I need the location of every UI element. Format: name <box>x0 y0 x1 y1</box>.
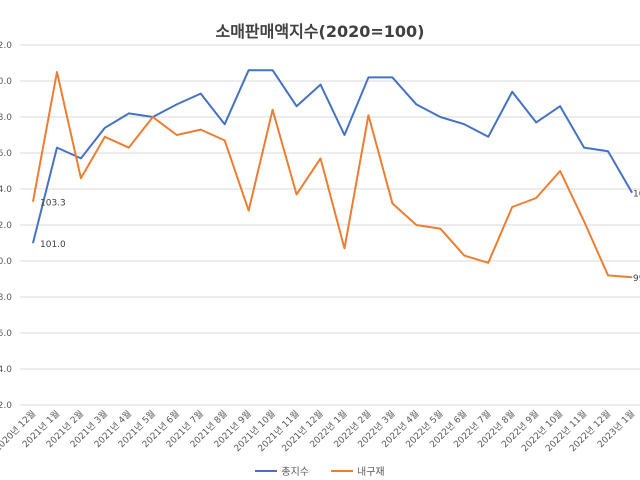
data-point <box>487 136 489 138</box>
data-point <box>343 247 345 249</box>
data-label-last: 99.1 <box>633 274 640 284</box>
data-point <box>415 103 417 105</box>
data-label-last: 103.8 <box>633 190 640 200</box>
data-point <box>511 206 513 208</box>
data-point <box>607 150 609 152</box>
data-point <box>367 114 369 116</box>
data-point <box>80 177 82 179</box>
data-point <box>343 134 345 136</box>
legend: 총지수 내구재 <box>0 463 640 478</box>
legend-swatch <box>255 469 278 472</box>
legend-item-durable: 내구재 <box>331 463 385 478</box>
data-point <box>128 147 130 149</box>
data-point <box>391 76 393 78</box>
data-point <box>631 276 633 278</box>
legend-label: 내구재 <box>357 467 385 478</box>
data-point <box>487 262 489 264</box>
data-point <box>32 242 34 244</box>
y-tick-label: 102.0 <box>0 221 12 231</box>
data-point <box>176 134 178 136</box>
data-point <box>559 170 561 172</box>
series-line-total <box>32 69 633 244</box>
data-label-first: 101.0 <box>40 240 66 250</box>
data-point <box>152 116 154 118</box>
y-tick-label: 110.0 <box>0 77 12 87</box>
legend-swatch <box>331 469 353 472</box>
data-point <box>439 228 441 230</box>
data-point <box>607 274 609 276</box>
data-point <box>104 136 106 138</box>
data-point <box>56 71 58 73</box>
data-point <box>535 121 537 123</box>
y-tick-label: 108.0 <box>0 113 12 123</box>
data-point <box>535 197 537 199</box>
data-point <box>104 127 106 129</box>
data-point <box>248 210 250 212</box>
data-point <box>296 193 298 195</box>
data-point <box>367 76 369 78</box>
y-tick-label: 100.0 <box>0 257 12 267</box>
series-line-durable <box>32 71 633 279</box>
data-point <box>631 192 633 194</box>
y-tick-label: 92.0 <box>0 401 12 411</box>
data-point <box>200 93 202 95</box>
data-point <box>272 69 274 71</box>
data-point <box>296 105 298 107</box>
data-point <box>320 157 322 159</box>
data-point <box>583 220 585 222</box>
data-point <box>559 105 561 107</box>
data-point <box>200 129 202 131</box>
chart-title: 소매판매액지수(2020=100) <box>215 22 425 41</box>
y-tick-label: 106.0 <box>0 149 12 159</box>
y-tick-label: 94.0 <box>0 365 12 375</box>
data-point <box>320 84 322 86</box>
data-point <box>415 224 417 226</box>
data-point <box>56 147 58 149</box>
data-point <box>128 112 130 114</box>
y-tick-label: 112.0 <box>0 41 12 51</box>
data-point <box>583 147 585 149</box>
y-tick-label: 96.0 <box>0 329 12 339</box>
data-label-first: 103.3 <box>40 199 66 209</box>
data-point <box>511 91 513 93</box>
data-point <box>439 116 441 118</box>
data-point <box>176 103 178 105</box>
data-point <box>32 201 34 203</box>
data-point <box>224 123 226 125</box>
data-point <box>224 139 226 141</box>
data-point <box>463 255 465 257</box>
y-tick-label: 104.0 <box>0 185 12 195</box>
data-point <box>463 123 465 125</box>
data-point <box>272 109 274 111</box>
data-point <box>391 202 393 204</box>
legend-item-total: 총지수 <box>255 463 309 478</box>
data-point <box>248 69 250 71</box>
y-tick-label: 98.0 <box>0 293 12 303</box>
legend-label: 총지수 <box>281 467 309 478</box>
data-point <box>80 157 82 159</box>
